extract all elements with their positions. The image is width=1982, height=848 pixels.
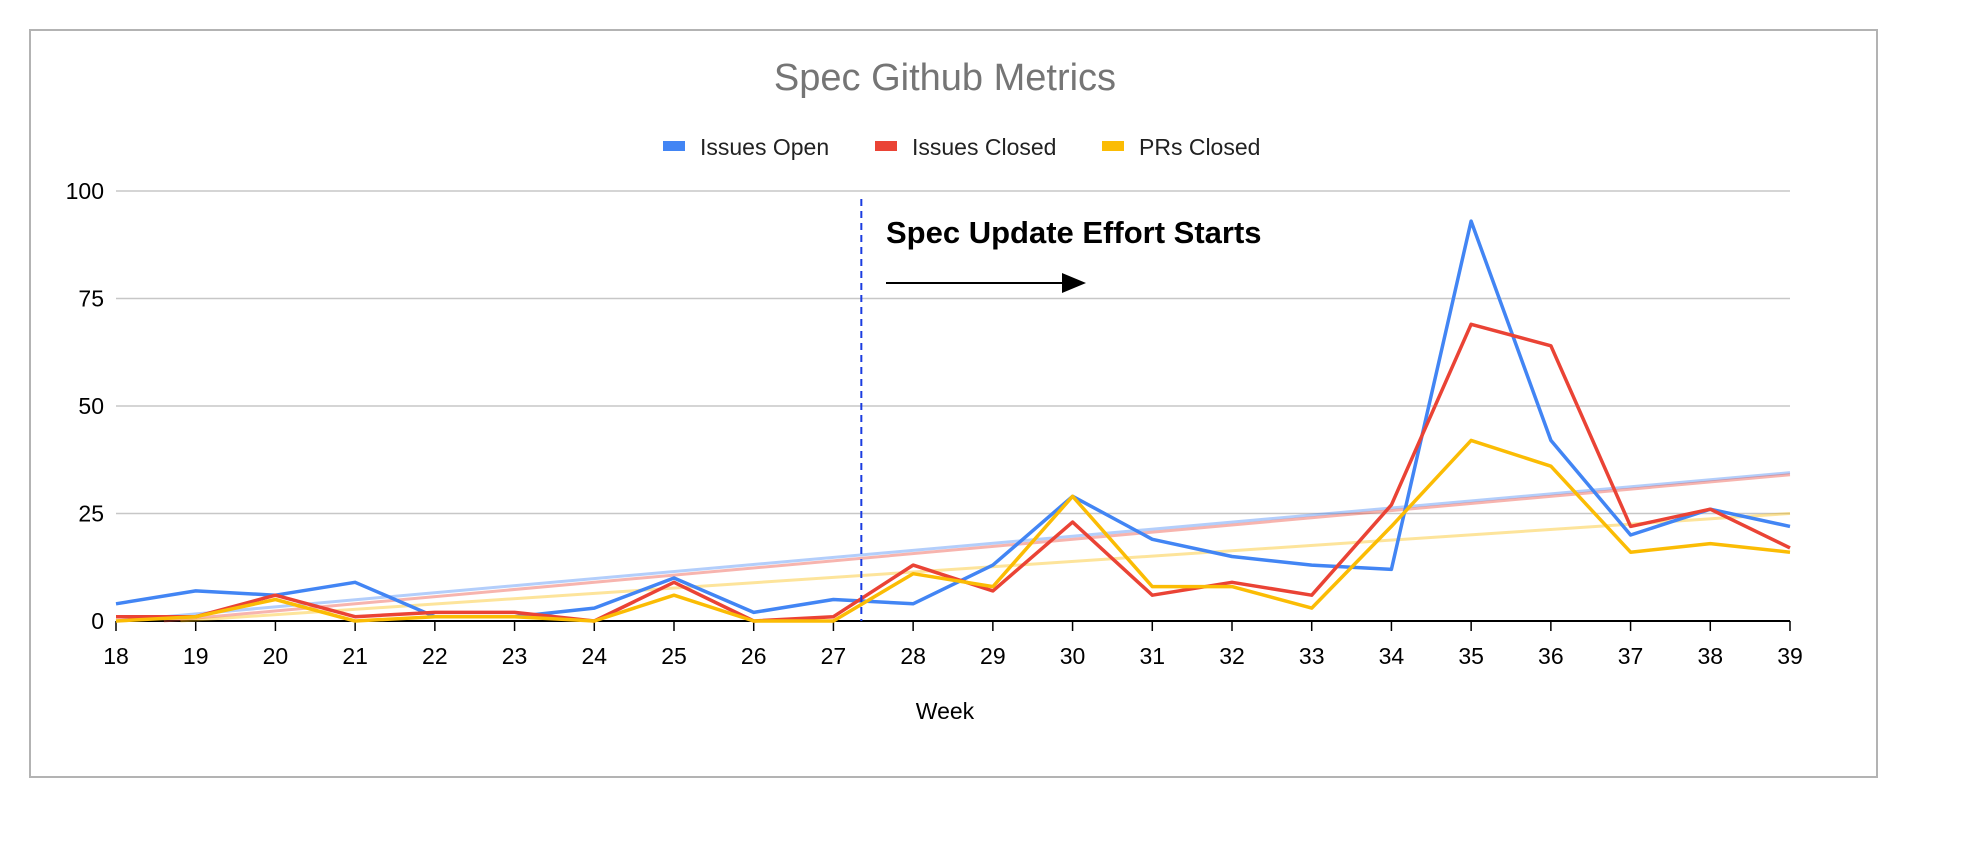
trendline-issues-closed: [163, 473, 1791, 623]
x-tick-label: 31: [1139, 643, 1165, 669]
x-tick-label: 33: [1299, 643, 1325, 669]
trendlines: [115, 471, 1791, 623]
x-tick-label: 25: [661, 643, 687, 669]
gridlines: [116, 190, 1790, 515]
legend-swatch: [875, 141, 897, 151]
x-tick-label: 29: [980, 643, 1006, 669]
x-tick-label: 22: [422, 643, 448, 669]
annotation-text: Spec Update Effort Starts: [886, 215, 1262, 250]
x-tick-label: 23: [502, 643, 528, 669]
x-tick-label: 34: [1379, 643, 1405, 669]
x-tick-label: 36: [1538, 643, 1564, 669]
legend-label: Issues Open: [700, 134, 829, 160]
x-axis-label: Week: [916, 698, 975, 724]
y-tick-label: 50: [78, 393, 104, 419]
legend-label: PRs Closed: [1139, 134, 1260, 160]
x-tick-label: 26: [741, 643, 767, 669]
series-line-prs-closed: [115, 438, 1791, 623]
x-tick-label: 27: [821, 643, 847, 669]
series-line-issues-closed: [116, 322, 1791, 623]
legend-swatch: [663, 141, 685, 151]
x-tick-label: 30: [1060, 643, 1086, 669]
x-tick-label: 38: [1697, 643, 1723, 669]
x-tick-label: 19: [183, 643, 209, 669]
x-tick-label: 39: [1777, 643, 1803, 669]
x-tick-label: 21: [342, 643, 368, 669]
x-tick-label: 37: [1618, 643, 1644, 669]
line-chart: Spec Github Metrics Issues Open Issues Cl…: [66, 57, 1803, 724]
legend-swatch: [1102, 141, 1124, 151]
chart-title: Spec Github Metrics: [774, 57, 1116, 99]
legend: Issues Open Issues Closed PRs Closed: [663, 134, 1260, 160]
y-tick-label: 25: [78, 501, 104, 527]
chart-frame: Spec Github Metrics Issues Open Issues Cl…: [29, 29, 1878, 778]
legend-label: Issues Closed: [912, 134, 1056, 160]
series-line-issues-open: [115, 219, 1791, 619]
x-tick-label: 24: [581, 643, 607, 669]
y-tick-label: 0: [91, 608, 104, 634]
x-tick-label: 28: [900, 643, 926, 669]
series-lines: [115, 219, 1791, 623]
x-tick-label: 18: [103, 643, 129, 669]
x-tick-label: 20: [263, 643, 289, 669]
y-axis-ticks: 0 25 50 75 100: [66, 178, 104, 634]
y-tick-label: 100: [66, 178, 104, 204]
x-tick-label: 35: [1458, 643, 1484, 669]
x-tick-label: 32: [1219, 643, 1245, 669]
x-axis: 18 19 20 21 22 23 24 25 26 27 28 29 30 31 32 33 34 35 36 37…: [103, 620, 1803, 669]
trendline-issues-open: [115, 471, 1791, 623]
y-tick-label: 75: [78, 286, 104, 312]
